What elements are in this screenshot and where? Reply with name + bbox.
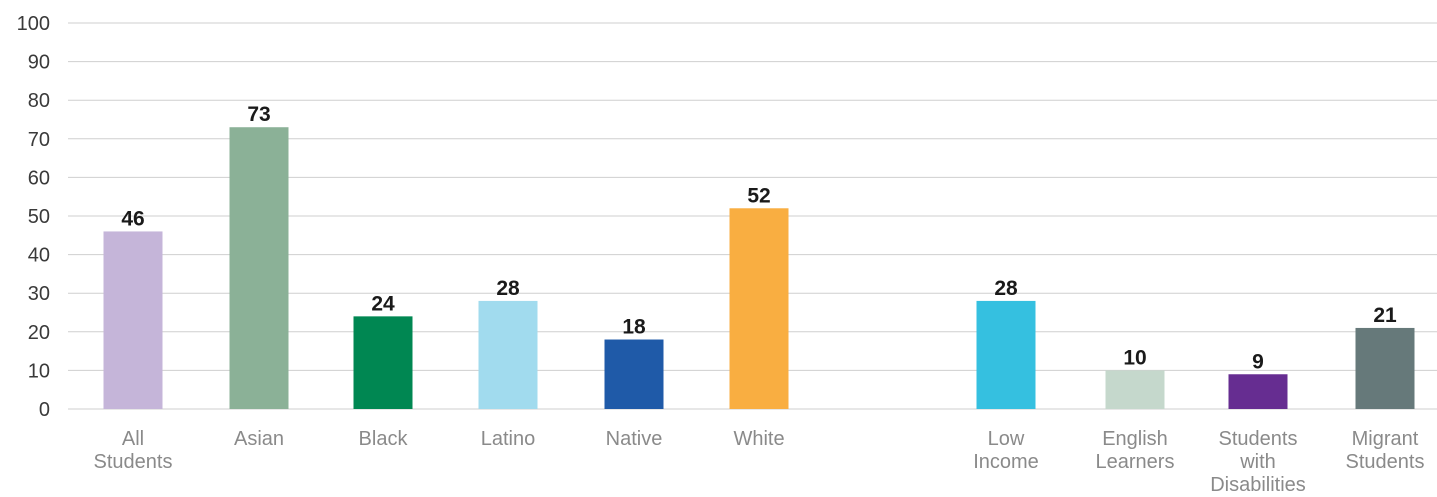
y-tick-label-10: 10: [28, 360, 50, 382]
category-label-students-with-disabilities: Students with Disabilities: [1210, 428, 1306, 496]
category-label-latino: Latino: [481, 428, 536, 450]
y-tick-label-50: 50: [28, 206, 50, 228]
y-tick-label-20: 20: [28, 322, 50, 344]
data-label-students-with-disabilities: 9: [1252, 350, 1264, 373]
data-label-native: 18: [622, 316, 646, 339]
bar-students-with-disabilities: [1228, 374, 1288, 409]
category-label-line: All: [122, 428, 144, 450]
bar-white: [729, 208, 789, 409]
y-tick-label-30: 30: [28, 283, 50, 305]
category-label-line: Latino: [481, 428, 536, 450]
bar-asian: [229, 127, 289, 409]
category-label-line: White: [733, 428, 784, 450]
bar-latino: [478, 300, 538, 409]
y-tick-label-100: 100: [17, 13, 50, 35]
category-label-line: Students: [1219, 428, 1298, 450]
category-label-white: White: [733, 428, 784, 450]
bars: [103, 127, 1415, 409]
y-tick-label-60: 60: [28, 167, 50, 189]
y-tick-label-70: 70: [28, 129, 50, 151]
category-label-migrant-students: Migrant Students: [1346, 428, 1425, 473]
category-label-english-learners: English Learners: [1096, 428, 1175, 473]
category-label-native: Native: [606, 428, 663, 450]
category-label-line: Asian: [234, 428, 284, 450]
y-tick-label-90: 90: [28, 52, 50, 74]
y-tick-label-80: 80: [28, 90, 50, 112]
category-label-line: Low: [988, 428, 1025, 450]
category-label-line: Native: [606, 428, 663, 450]
data-labels: 46 73 24 28 18 52 28 10 9 21: [121, 103, 1397, 373]
category-label-line: English: [1102, 428, 1168, 450]
bar-black: [353, 316, 413, 409]
data-label-black: 24: [371, 292, 395, 315]
category-label-line: with: [1239, 451, 1276, 473]
bar-all-students: [103, 231, 163, 409]
data-label-white: 52: [747, 184, 770, 207]
y-axis-ticks: 0 10 20 30 40 50 60 70 80 90 100: [17, 13, 50, 421]
bar-low-income: [976, 300, 1036, 409]
category-label-all-students: All Students: [94, 428, 173, 473]
category-label-line: Black: [359, 428, 409, 450]
category-label-line: Migrant: [1352, 428, 1419, 450]
data-label-latino: 28: [496, 277, 520, 300]
y-tick-label-0: 0: [39, 399, 50, 421]
category-label-low-income: Low Income: [973, 428, 1039, 473]
data-label-english-learners: 10: [1123, 346, 1146, 369]
category-label-line: Disabilities: [1210, 474, 1306, 496]
data-label-migrant-students: 21: [1373, 304, 1397, 327]
y-tick-label-40: 40: [28, 245, 50, 267]
data-label-low-income: 28: [994, 277, 1018, 300]
category-label-line: Students: [1346, 451, 1425, 473]
bar-english-learners: [1105, 370, 1165, 409]
data-label-asian: 73: [247, 103, 270, 126]
data-label-all-students: 46: [121, 207, 144, 230]
bar-native: [604, 339, 664, 409]
bar-migrant-students: [1355, 327, 1415, 409]
category-label-line: Students: [94, 451, 173, 473]
category-label-line: Income: [973, 451, 1039, 473]
category-label-black: Black: [359, 428, 409, 450]
category-label-asian: Asian: [234, 428, 284, 450]
category-label-line: Learners: [1096, 451, 1175, 473]
